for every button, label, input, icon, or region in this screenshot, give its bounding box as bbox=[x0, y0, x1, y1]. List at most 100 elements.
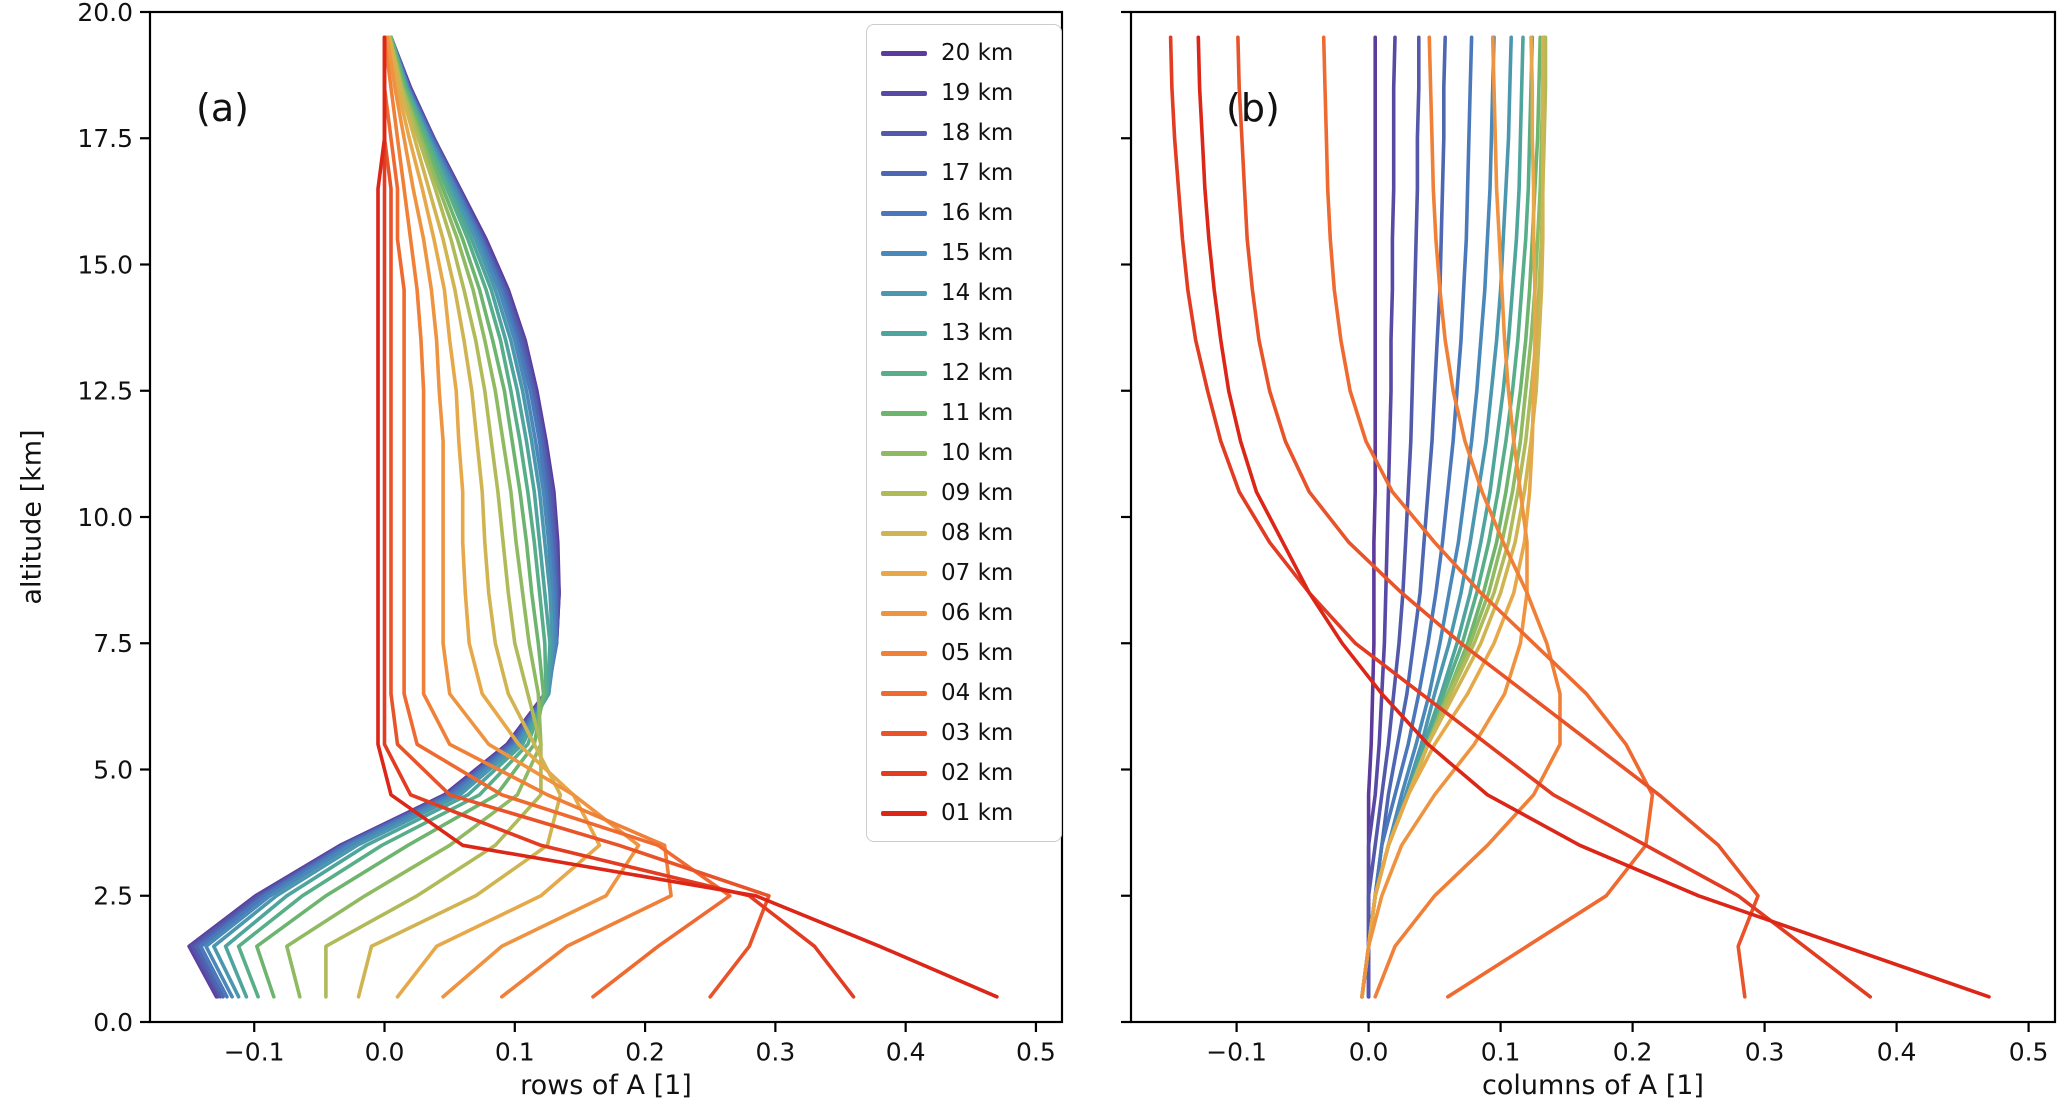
x-tick-label: 0.2 bbox=[1613, 1037, 1653, 1066]
legend-item-label: 19 km bbox=[941, 80, 1014, 106]
legend-item: 11 km bbox=[881, 393, 1051, 433]
legend-item-label: 14 km bbox=[941, 280, 1014, 306]
legend-item: 19 km bbox=[881, 73, 1051, 113]
legend-item-label: 10 km bbox=[941, 440, 1014, 466]
legend-line-sample bbox=[881, 50, 927, 56]
legend-item: 15 km bbox=[881, 233, 1051, 273]
legend-item: 20 km bbox=[881, 33, 1051, 73]
legend-line-sample bbox=[881, 810, 927, 816]
legend-item-label: 05 km bbox=[941, 640, 1014, 666]
legend-line-sample bbox=[881, 650, 927, 656]
legend-item-label: 04 km bbox=[941, 680, 1014, 706]
legend-line-sample bbox=[881, 250, 927, 256]
panel-a-label: (a) bbox=[196, 86, 249, 130]
kernel-line-03-km bbox=[1236, 35, 1760, 999]
kernel-line-13-km bbox=[223, 35, 552, 999]
legend-item: 10 km bbox=[881, 433, 1051, 473]
legend-item-label: 02 km bbox=[941, 760, 1014, 786]
legend-item-label: 12 km bbox=[941, 360, 1014, 386]
y-tick-label: 0.0 bbox=[93, 1008, 133, 1037]
x-tick-label: 0.0 bbox=[365, 1037, 405, 1066]
legend-item-label: 15 km bbox=[941, 240, 1014, 266]
legend-item-label: 20 km bbox=[941, 40, 1014, 66]
legend-item-label: 08 km bbox=[941, 520, 1014, 546]
legend-item: 09 km bbox=[881, 473, 1051, 513]
legend-item: 17 km bbox=[881, 153, 1051, 193]
kernel-line-15-km bbox=[204, 35, 558, 999]
kernel-line-04-km bbox=[1321, 35, 1655, 999]
legend-item: 06 km bbox=[881, 593, 1051, 633]
legend-line-sample bbox=[881, 490, 927, 496]
legend-item: 07 km bbox=[881, 553, 1051, 593]
legend-item: 02 km bbox=[881, 753, 1051, 793]
panel-b-xaxis-title: columns of A [1] bbox=[1482, 1070, 1704, 1101]
x-tick-label: 0.4 bbox=[886, 1037, 926, 1066]
legend-line-sample bbox=[881, 370, 927, 376]
panel-a-xaxis-title: rows of A [1] bbox=[520, 1070, 692, 1101]
legend-line-sample bbox=[881, 690, 927, 696]
y-tick-label: 5.0 bbox=[93, 755, 133, 784]
kernel-line-18-km bbox=[1366, 35, 1421, 999]
kernel-line-01-km bbox=[376, 35, 999, 999]
kernel-line-01-km bbox=[1196, 35, 1991, 999]
legend-line-sample bbox=[881, 450, 927, 456]
x-tick-label: 0.5 bbox=[1016, 1037, 1056, 1066]
kernel-line-12-km bbox=[236, 35, 548, 999]
y-tick-label: 7.5 bbox=[93, 629, 133, 658]
legend-item-label: 01 km bbox=[941, 800, 1014, 826]
legend-line-sample bbox=[881, 730, 927, 736]
kernel-line-10-km bbox=[284, 35, 543, 999]
legend-line-sample bbox=[881, 170, 927, 176]
rows-series-group bbox=[187, 35, 999, 999]
legend-item: 13 km bbox=[881, 313, 1051, 353]
x-tick-label: 0.3 bbox=[1745, 1037, 1785, 1066]
kernel-line-09-km bbox=[324, 35, 543, 999]
legend-item-label: 17 km bbox=[941, 160, 1014, 186]
legend-line-sample bbox=[881, 290, 927, 296]
legend-item-label: 13 km bbox=[941, 320, 1014, 346]
x-tick-label: −0.1 bbox=[224, 1037, 285, 1066]
legend-line-sample bbox=[881, 530, 927, 536]
legend-line-sample bbox=[881, 330, 927, 336]
plot-border bbox=[148, 10, 1064, 1024]
kernel-line-05-km bbox=[382, 35, 673, 999]
y-tick-label: 2.5 bbox=[93, 882, 133, 911]
kernel-line-19-km bbox=[1366, 35, 1397, 999]
legend-line-sample bbox=[881, 130, 927, 136]
legend-line-sample bbox=[881, 770, 927, 776]
x-tick-label: −0.1 bbox=[1206, 1037, 1267, 1066]
x-tick-label: 0.1 bbox=[495, 1037, 535, 1066]
x-tick-label: 0.3 bbox=[755, 1037, 795, 1066]
legend-item: 08 km bbox=[881, 513, 1051, 553]
legend-item: 03 km bbox=[881, 713, 1051, 753]
kernel-line-03-km bbox=[382, 35, 771, 999]
legend-line-sample bbox=[881, 90, 927, 96]
legend-item: 05 km bbox=[881, 633, 1051, 673]
x-tick-label: 0.1 bbox=[1481, 1037, 1521, 1066]
kernel-line-06-km bbox=[1360, 35, 1529, 999]
x-tick-label: 0.0 bbox=[1349, 1037, 1389, 1066]
legend-item: 16 km bbox=[881, 193, 1051, 233]
legend-item: 04 km bbox=[881, 673, 1051, 713]
kernel-line-04-km bbox=[382, 35, 732, 999]
kernel-line-02-km bbox=[1168, 35, 1872, 999]
panel-b-label: (b) bbox=[1226, 86, 1280, 130]
legend-item-label: 18 km bbox=[941, 120, 1014, 146]
x-tick-label: 0.4 bbox=[1877, 1037, 1917, 1066]
y-tick-label: 12.5 bbox=[77, 377, 133, 406]
kernel-line-11-km bbox=[254, 35, 546, 999]
legend-line-sample bbox=[881, 410, 927, 416]
legend: 20 km 19 km 18 km 17 km 16 km 15 km 14 km 13 km… bbox=[866, 24, 1062, 842]
plot-border bbox=[1129, 10, 2057, 1024]
kernel-line-16-km bbox=[1360, 35, 1474, 999]
kernel-line-05-km bbox=[1373, 35, 1562, 999]
legend-item: 18 km bbox=[881, 113, 1051, 153]
legend-item-label: 03 km bbox=[941, 720, 1014, 746]
legend-item-label: 07 km bbox=[941, 560, 1014, 586]
legend-line-sample bbox=[881, 210, 927, 216]
legend-line-sample bbox=[881, 610, 927, 616]
legend-item: 12 km bbox=[881, 353, 1051, 393]
legend-line-sample bbox=[881, 570, 927, 576]
